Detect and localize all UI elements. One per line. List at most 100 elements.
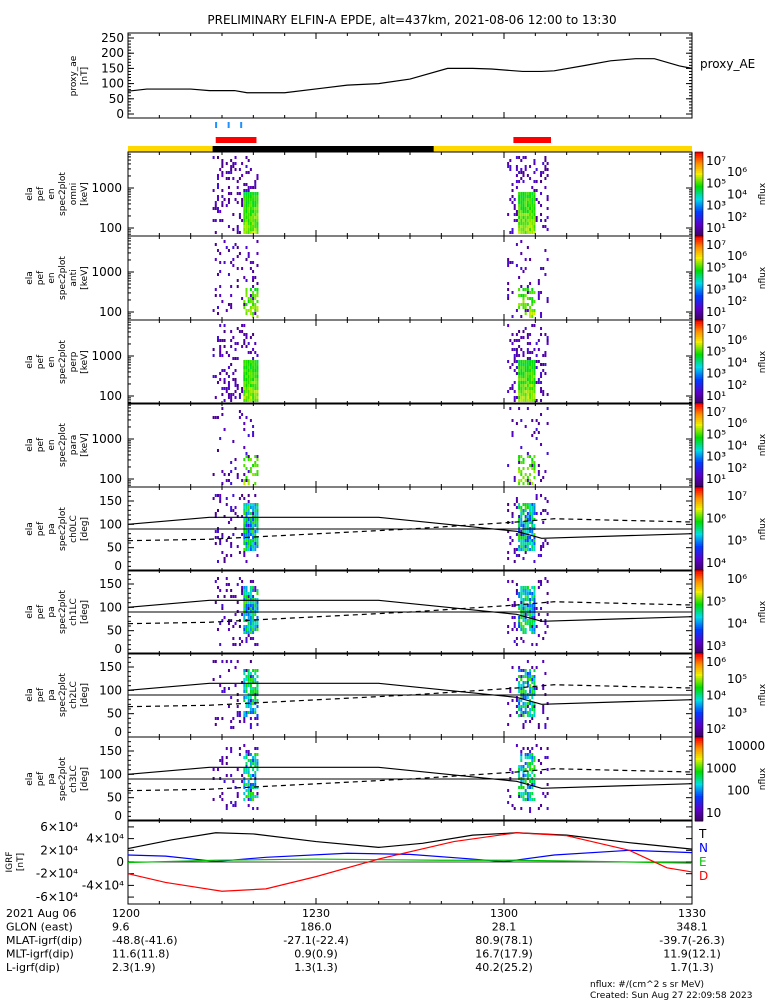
flux-pixel — [238, 330, 241, 333]
flux-pixel — [249, 687, 252, 690]
colorbar-segment — [695, 280, 703, 283]
flux-pixel — [245, 345, 248, 348]
flux-pixel — [243, 381, 246, 384]
flux-pixel — [230, 345, 233, 348]
colorbar-segment — [695, 591, 703, 594]
y-tick-label: 50 — [107, 791, 122, 805]
flux-pixel — [241, 640, 244, 643]
flux-pixel — [535, 381, 538, 384]
flux-pixel — [540, 267, 543, 270]
flux-pixel — [254, 762, 257, 765]
flux-pixel — [247, 396, 250, 399]
flux-pixel — [249, 524, 252, 527]
colorbar-segment — [695, 643, 703, 647]
flux-pixel — [249, 378, 252, 381]
colorbar-tick-label: 10⁵ — [706, 344, 726, 358]
flux-pixel — [520, 222, 523, 225]
flux-pixel — [540, 387, 543, 390]
flux-pixel — [256, 174, 259, 177]
flux-pixel — [515, 339, 518, 342]
flux-pixel — [245, 795, 248, 798]
flux-pixel — [236, 515, 239, 518]
flux-pixel — [241, 162, 244, 165]
flux-pixel — [524, 294, 527, 297]
flux-pixel — [238, 216, 241, 219]
flux-pixel — [243, 619, 246, 622]
flux-pixel — [232, 804, 235, 807]
flux-pixel — [518, 171, 521, 174]
flux-pixel — [247, 470, 250, 473]
flux-pixel — [247, 297, 250, 300]
flux-pixel — [214, 717, 217, 720]
flux-pixel — [531, 604, 534, 607]
flux-pixel — [236, 601, 239, 604]
flux-pixel — [511, 363, 514, 366]
flux-pixel — [247, 750, 250, 753]
flux-pixel — [524, 539, 527, 542]
flux-pixel — [256, 643, 259, 646]
colorbar-segment — [695, 474, 703, 477]
flux-pixel — [533, 228, 536, 231]
flux-pixel — [243, 387, 246, 390]
y-axis-label-line: en — [47, 272, 57, 283]
flux-pixel — [243, 625, 246, 628]
colorbar-segment — [695, 818, 703, 822]
flux-pixel — [254, 360, 257, 363]
flux-pixel — [234, 168, 237, 171]
flux-pixel — [256, 378, 259, 381]
flux-pixel — [214, 723, 217, 726]
colorbar-segment — [695, 250, 703, 254]
colorbar-segment — [695, 170, 703, 174]
flux-pixel — [542, 521, 545, 524]
flux-pixel — [254, 681, 257, 684]
colorbar-segment — [695, 166, 703, 170]
flux-pixel — [546, 613, 549, 616]
flux-pixel — [529, 393, 532, 396]
flux-pixel — [515, 589, 518, 592]
flux-pixel — [533, 396, 536, 399]
flux-pixel — [520, 530, 523, 533]
flux-pixel — [533, 399, 536, 402]
flux-pixel — [518, 222, 521, 225]
y-tick-label: 6×10⁴ — [40, 820, 78, 834]
flux-pixel — [518, 375, 521, 378]
y-axis-label-line: IGRF — [5, 851, 15, 872]
flux-pixel — [221, 174, 224, 177]
colorbar-segment — [695, 156, 703, 159]
flux-pixel — [241, 267, 244, 270]
colorbar-segment — [695, 288, 703, 292]
flux-pixel — [533, 542, 536, 545]
flux-pixel — [518, 604, 521, 607]
flux-pixel — [219, 339, 222, 342]
ephemeris-value: 348.1 — [676, 921, 708, 934]
flux-pixel — [511, 431, 514, 434]
colorbar-segment — [695, 162, 703, 166]
flux-pixel — [216, 536, 219, 539]
flux-pixel — [238, 231, 241, 234]
colorbar-segment — [695, 461, 703, 465]
flux-pixel — [526, 660, 529, 663]
colorbar-segment — [695, 336, 703, 340]
flux-pixel — [227, 384, 230, 387]
colorbar-segment — [695, 419, 703, 423]
flux-pixel — [252, 708, 255, 711]
flux-pixel — [529, 768, 532, 771]
flux-pixel — [520, 204, 523, 207]
flux-pixel — [542, 476, 545, 479]
y-axis-label-line: ch0LC — [69, 515, 79, 543]
colorbar-segment — [695, 628, 703, 632]
flux-pixel — [221, 413, 224, 416]
flux-pixel — [219, 252, 222, 255]
colorbar-segment — [695, 215, 703, 218]
colorbar-segment — [695, 684, 703, 688]
flux-pixel — [227, 669, 230, 672]
flux-pixel — [245, 372, 248, 375]
colorbar-segment — [695, 707, 703, 711]
colorbar-segment — [695, 238, 703, 241]
flux-pixel — [254, 607, 257, 610]
colorbar-segment — [695, 633, 703, 636]
colorbar-tick-label: 10³ — [706, 639, 726, 653]
flux-pixel — [243, 207, 246, 210]
flux-pixel — [245, 455, 248, 458]
flux-pixel — [526, 696, 529, 699]
